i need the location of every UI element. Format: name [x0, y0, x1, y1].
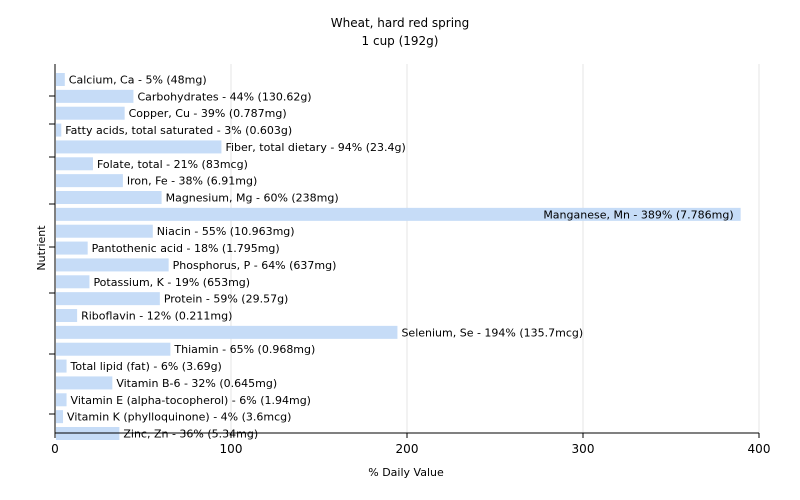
bar-label: Iron, Fe - 38% (6.91mg)	[127, 175, 257, 188]
x-tick-label: 200	[396, 442, 419, 456]
bar	[56, 174, 123, 188]
bar	[56, 89, 134, 103]
bar-label: Fatty acids, total saturated - 3% (0.603…	[65, 124, 292, 137]
chart-subtitle: 1 cup (192g)	[362, 34, 439, 48]
bar	[56, 106, 125, 120]
bar-label: Potassium, K - 19% (653mg)	[93, 276, 250, 289]
bar-label: Magnesium, Mg - 60% (238mg)	[166, 192, 339, 205]
bar-label: Selenium, Se - 194% (135.7mcg)	[401, 326, 583, 339]
bar	[56, 342, 171, 356]
bar	[56, 275, 90, 289]
bar	[56, 325, 398, 339]
bar-label: Vitamin B-6 - 32% (0.645mg)	[116, 377, 277, 390]
x-tick-label: 100	[220, 442, 243, 456]
bar-label: Carbohydrates - 44% (130.62g)	[137, 90, 311, 103]
bar	[56, 309, 78, 322]
axes	[49, 64, 760, 438]
bar	[56, 73, 65, 86]
bar-label: Phosphorus, P - 64% (637mg)	[173, 259, 337, 272]
bar-label: Folate, total - 21% (83mcg)	[97, 158, 248, 171]
bar-label: Vitamin E (alpha-tocopherol) - 6% (1.94m…	[71, 394, 311, 407]
bar-label: Zinc, Zn - 36% (5.34mg)	[123, 428, 258, 441]
bar-label: Pantothenic acid - 18% (1.795mg)	[92, 242, 280, 255]
bar	[56, 393, 67, 407]
bar-label: Calcium, Ca - 5% (48mg)	[69, 74, 207, 87]
bar	[56, 123, 62, 137]
bar	[56, 258, 169, 272]
bar	[56, 410, 64, 424]
bar-label: Copper, Cu - 39% (0.787mg)	[129, 107, 287, 120]
bar-label: Niacin - 55% (10.963mg)	[157, 225, 295, 238]
x-axis-title: % Daily Value	[368, 466, 444, 479]
bar-label: Riboflavin - 12% (0.211mg)	[81, 310, 232, 323]
bar	[56, 359, 67, 373]
bar	[56, 292, 160, 306]
bar-label: Total lipid (fat) - 6% (3.69g)	[70, 360, 222, 373]
chart-title: Wheat, hard red spring	[331, 16, 470, 30]
x-tick-labels: 0 100 200 300 400	[51, 442, 770, 456]
bar	[56, 241, 88, 255]
bar	[56, 140, 222, 154]
bar-label: Fiber, total dietary - 94% (23.4g)	[225, 141, 405, 154]
bar-label: Vitamin K (phylloquinone) - 4% (3.6mcg)	[67, 411, 291, 424]
bar	[56, 207, 741, 221]
bar	[56, 376, 113, 390]
bar	[56, 157, 93, 171]
x-tick-label: 400	[748, 442, 771, 456]
bar-label: Thiamin - 65% (0.968mg)	[173, 343, 315, 356]
bar	[56, 224, 153, 238]
bar-label: Protein - 59% (29.57g)	[164, 293, 289, 306]
x-tick-label: 300	[572, 442, 595, 456]
gridlines	[230, 64, 760, 433]
bar-label: Manganese, Mn - 389% (7.786mg)	[543, 208, 733, 221]
bar	[56, 191, 162, 204]
x-tick-label: 0	[51, 442, 59, 456]
y-axis-title: Nutrient	[35, 225, 48, 271]
bars: Calcium, Ca - 5% (48mg) Carbohydrates - 4…	[56, 73, 741, 441]
